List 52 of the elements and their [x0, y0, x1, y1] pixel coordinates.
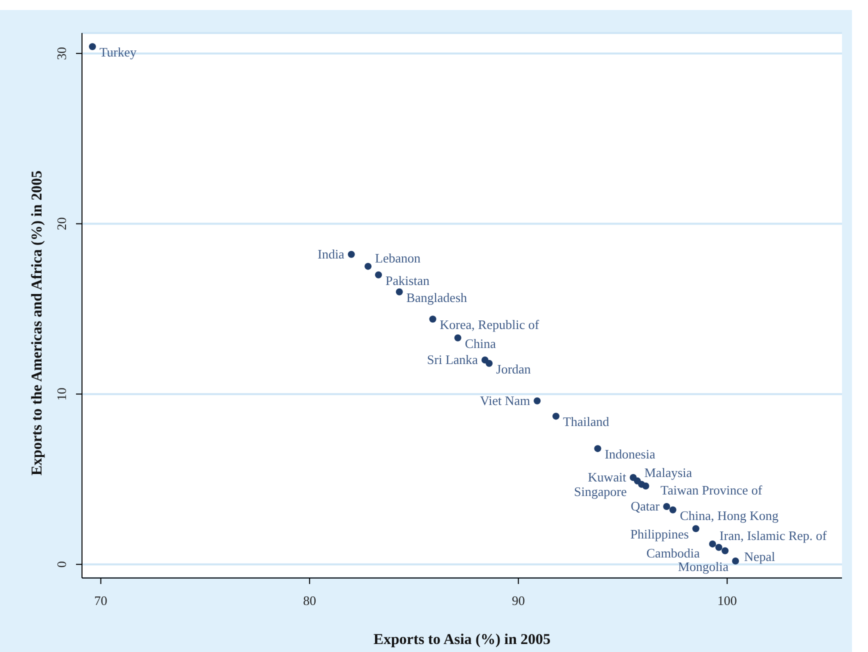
annotation: Iran, Islamic Rep. of — [720, 528, 828, 543]
x-tick-label: 70 — [94, 593, 108, 608]
y-tick-label: 20 — [54, 217, 69, 230]
annotation: Bangladesh — [406, 290, 468, 305]
point — [374, 271, 382, 278]
x-axis-title: Exports to Asia (%) in 2005 — [373, 632, 551, 648]
annotation: Indonesia — [604, 446, 656, 462]
point — [709, 540, 716, 548]
annotation: China — [464, 336, 496, 351]
point — [534, 397, 541, 404]
x-tick-label: 80 — [303, 593, 316, 608]
x-tick-label: 100 — [717, 593, 737, 608]
annotation: Nepal — [744, 548, 776, 564]
point — [715, 544, 722, 551]
point — [364, 262, 372, 270]
annotation: India — [318, 246, 345, 262]
annotation: Korea, Republic of — [440, 317, 540, 332]
point — [429, 316, 436, 323]
annotation: Pakistan — [385, 272, 430, 288]
point — [642, 482, 650, 490]
annotation: Malaysia — [644, 464, 692, 480]
annotation: Qatar — [630, 498, 660, 514]
point — [88, 43, 96, 50]
annotation: Turkey — [99, 44, 138, 60]
y-tick-label: 10 — [54, 388, 69, 401]
point — [663, 502, 670, 510]
point — [722, 547, 729, 554]
point — [594, 445, 602, 452]
annotation: Viet Nam — [480, 392, 530, 408]
y-tick-label: 30 — [54, 46, 69, 60]
annotation: Philippines — [630, 526, 689, 542]
annotation: Lebanon — [375, 250, 422, 266]
point — [396, 288, 403, 296]
annotation: Mongolia — [678, 558, 729, 574]
annotation: China, Hong Kong — [680, 508, 779, 523]
y-axis-title: Exports to the Americas and Africa (%) in 2005 — [29, 170, 46, 476]
annotation: Thailand — [562, 414, 610, 430]
annotation: Singapore — [574, 484, 627, 500]
annotation: Kuwait — [588, 470, 627, 485]
point — [732, 557, 740, 564]
point — [692, 525, 700, 532]
annotation: Jordan — [496, 361, 532, 376]
point — [669, 506, 676, 514]
annotation: Cambodia — [646, 545, 700, 560]
annotation: Taiwan Province of — [660, 482, 763, 498]
point — [552, 412, 560, 420]
point — [454, 334, 462, 342]
point — [486, 360, 493, 367]
point — [348, 250, 355, 258]
annotation: Sri Lanka — [427, 352, 478, 367]
x-tick-label: 90 — [512, 593, 525, 608]
y-tick-label: 0 — [54, 561, 69, 568]
